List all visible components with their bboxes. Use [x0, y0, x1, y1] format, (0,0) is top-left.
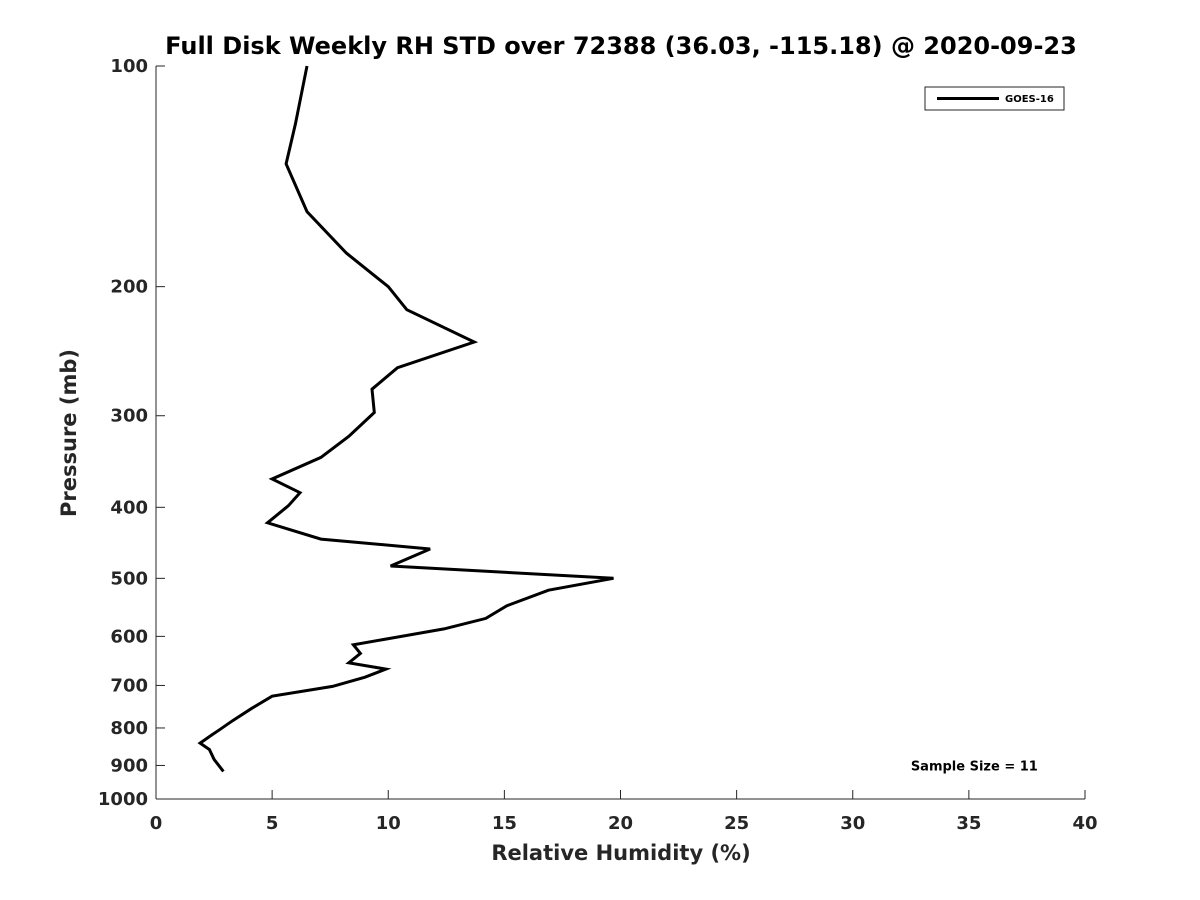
x-tick-label: 5 — [266, 813, 279, 834]
sample-size-annotation: Sample Size = 11 — [911, 759, 1038, 774]
y-tick-label: 1000 — [98, 789, 148, 810]
x-tick-label: 40 — [1072, 813, 1097, 834]
y-tick-label: 700 — [110, 675, 148, 696]
y-axis-label: Pressure (mb) — [57, 349, 81, 517]
y-ticks: 100 200 300 400 500 600 700 800 900 1000 — [98, 56, 165, 810]
y-tick-label: 600 — [110, 626, 148, 647]
chart-title: Full Disk Weekly RH STD over 72388 (36.0… — [165, 32, 1077, 60]
x-tick-label: 15 — [492, 813, 517, 834]
x-tick-label: 20 — [608, 813, 633, 834]
y-tick-label: 800 — [110, 718, 148, 739]
x-tick-label: 10 — [376, 813, 401, 834]
legend: GOES-16 — [924, 86, 1065, 111]
x-tick-label: 25 — [724, 813, 749, 834]
axes — [155, 66, 1085, 800]
y-tick-label: 200 — [110, 277, 148, 298]
series-line-goes-16 — [197, 65, 614, 773]
x-tick-label: 35 — [956, 813, 981, 834]
y-tick-label: 900 — [110, 755, 148, 776]
series-group — [197, 65, 614, 773]
y-tick-label: 400 — [110, 497, 148, 518]
x-ticks: 0 5 10 15 20 25 30 35 40 — [150, 790, 1098, 834]
legend-label-goes-16: GOES-16 — [1005, 94, 1054, 105]
y-tick-label: 300 — [110, 406, 148, 427]
x-tick-label: 30 — [840, 813, 865, 834]
x-axis-label: Relative Humidity (%) — [491, 841, 750, 865]
y-tick-label: 100 — [110, 56, 148, 77]
y-tick-label: 500 — [110, 568, 148, 589]
x-tick-label: 0 — [150, 813, 163, 834]
